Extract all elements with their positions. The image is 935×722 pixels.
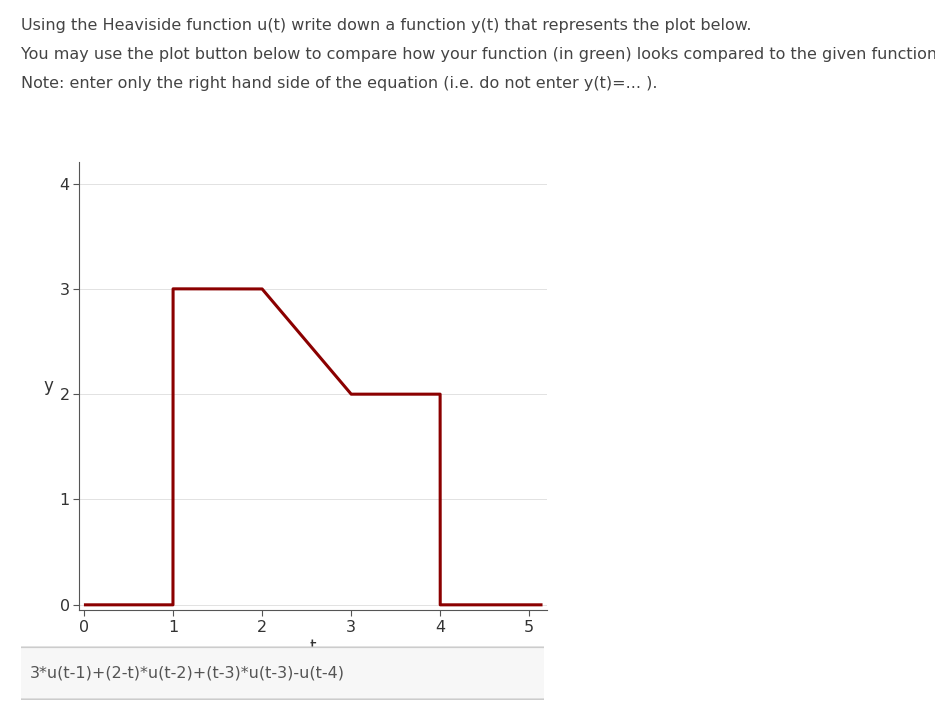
Text: 3*u(t-1)+(2-t)*u(t-2)+(t-3)*u(t-3)-u(t-4): 3*u(t-1)+(2-t)*u(t-2)+(t-3)*u(t-3)-u(t-4… <box>30 666 345 681</box>
FancyBboxPatch shape <box>7 647 557 699</box>
Y-axis label: y: y <box>43 378 53 395</box>
Text: Note: enter only the right hand side of the equation (i.e. do not enter y(t)=...: Note: enter only the right hand side of … <box>21 76 657 91</box>
Text: Using the Heaviside function u(t) write down a function y(t) that represents the: Using the Heaviside function u(t) write … <box>21 18 751 33</box>
Text: You may use the plot button below to compare how your function (in green) looks : You may use the plot button below to com… <box>21 47 935 62</box>
X-axis label: t: t <box>310 638 316 656</box>
